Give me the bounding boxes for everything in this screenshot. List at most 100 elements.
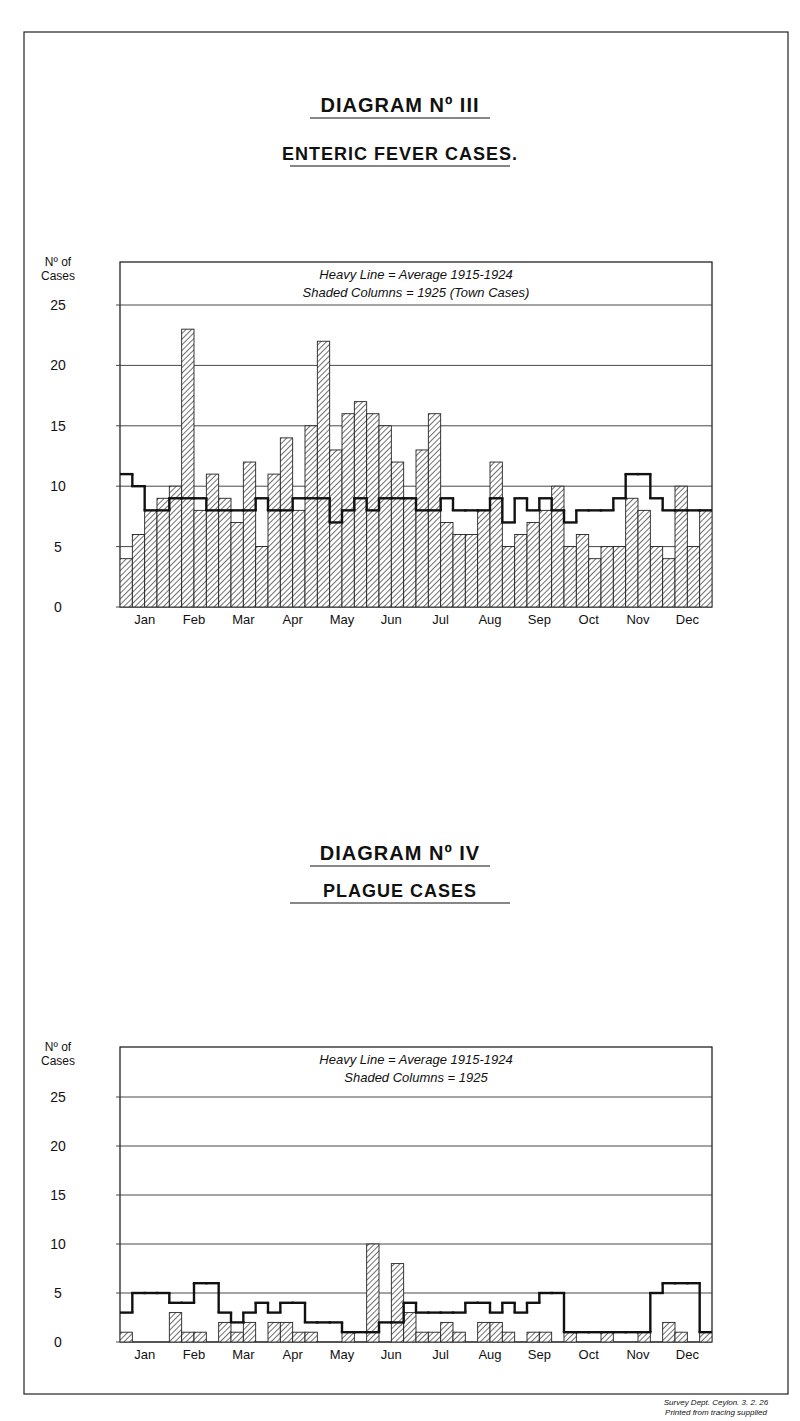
x-tick-label: Sep <box>528 1347 551 1362</box>
step-line <box>490 1311 502 1313</box>
bar <box>145 510 157 607</box>
bar <box>317 1342 329 1343</box>
bar <box>120 559 132 607</box>
y-axis-label-part: Cases <box>41 1054 75 1068</box>
step-connector <box>217 1283 219 1312</box>
tick-mark <box>116 425 120 426</box>
step-connector <box>489 1303 491 1313</box>
plot-frame <box>120 1047 712 1342</box>
y-axis-label: Nº ofCases <box>41 255 75 283</box>
y-tick-label: 10 <box>50 478 66 494</box>
step-line <box>243 1311 255 1313</box>
grid-line <box>120 1097 712 1098</box>
x-tick-label: Nov <box>626 1347 650 1362</box>
plot-marks <box>120 1244 712 1342</box>
tick-mark <box>116 365 120 366</box>
step-line <box>391 1321 403 1323</box>
bar <box>194 510 206 607</box>
step-connector <box>230 1313 232 1323</box>
step-connector <box>365 498 367 510</box>
grid-line <box>120 1244 712 1245</box>
bar <box>589 1342 601 1343</box>
step-line <box>564 521 576 523</box>
bar <box>169 486 181 607</box>
bar <box>157 1342 169 1343</box>
step-line <box>441 1311 453 1313</box>
bar <box>478 1322 490 1342</box>
grid-line <box>120 1195 712 1196</box>
chart-title: PLAGUE CASES <box>323 881 477 901</box>
step-connector <box>538 498 540 510</box>
step-line <box>478 509 490 511</box>
bar <box>601 1332 613 1342</box>
step-connector <box>353 498 355 510</box>
step-line <box>342 509 354 511</box>
step-line <box>379 1321 391 1323</box>
bar <box>194 1332 206 1342</box>
step-connector <box>464 1303 466 1313</box>
step-connector <box>513 1303 515 1313</box>
step-line <box>157 1292 169 1294</box>
step-connector <box>661 498 663 510</box>
bar <box>428 414 440 607</box>
tick-mark <box>116 486 120 487</box>
step-line <box>194 1282 206 1284</box>
grid-line <box>120 1146 712 1147</box>
bar <box>293 1332 305 1342</box>
bar <box>305 426 317 607</box>
x-tick-label: Mar <box>232 1347 255 1362</box>
y-tick-label: 5 <box>54 539 62 555</box>
step-connector <box>267 498 269 510</box>
y-tick-label: 20 <box>50 357 66 373</box>
step-line <box>539 497 551 499</box>
bar <box>169 1313 181 1342</box>
step-line <box>330 521 342 523</box>
step-line <box>687 1282 699 1284</box>
bar <box>675 1332 687 1342</box>
x-tick-label: Aug <box>478 612 501 627</box>
bar <box>379 1342 391 1343</box>
underline <box>290 902 510 903</box>
bar <box>391 462 403 607</box>
bar <box>404 498 416 607</box>
diagram-label: DIAGRAM Nº IV <box>320 842 480 864</box>
x-tick-label: Feb <box>183 1347 205 1362</box>
bar <box>120 1332 132 1342</box>
step-connector <box>254 1303 256 1313</box>
bar <box>663 1322 675 1342</box>
bar <box>700 1332 712 1342</box>
bar <box>663 559 675 607</box>
bar <box>416 1332 428 1342</box>
x-tick-label: Nov <box>626 612 650 627</box>
step-line <box>515 1311 527 1313</box>
bar <box>539 1332 551 1342</box>
bar <box>231 522 243 607</box>
step-line <box>367 1331 379 1333</box>
step-line <box>243 509 255 511</box>
step-connector <box>131 474 133 486</box>
step-line <box>626 473 638 475</box>
step-line <box>428 1311 440 1313</box>
step-line <box>305 497 317 499</box>
bar <box>441 522 453 607</box>
plot-frame <box>120 262 712 607</box>
step-connector <box>513 498 515 522</box>
step-line <box>256 497 268 499</box>
bar <box>293 510 305 607</box>
grid-line <box>120 1293 712 1294</box>
step-line <box>552 509 564 511</box>
bar <box>268 1322 280 1342</box>
step-connector <box>267 1303 269 1313</box>
step-connector <box>612 498 614 510</box>
step-line <box>231 509 243 511</box>
step-line <box>219 509 231 511</box>
step-connector <box>143 486 145 510</box>
step-line <box>280 1302 292 1304</box>
bar <box>280 1322 292 1342</box>
step-line <box>293 497 305 499</box>
x-tick-label: Apr <box>283 612 304 627</box>
step-line <box>502 1302 514 1304</box>
bar <box>515 535 527 607</box>
chart-title: ENTERIC FEVER CASES. <box>282 144 518 164</box>
step-line <box>182 497 194 499</box>
